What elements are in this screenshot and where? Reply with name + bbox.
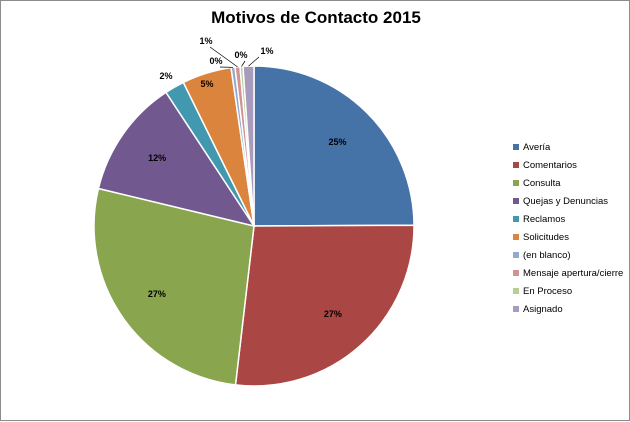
legend-swatch xyxy=(513,198,519,204)
legend-swatch xyxy=(513,162,519,168)
legend-label: (en blanco) xyxy=(523,250,571,261)
legend-label: Reclamos xyxy=(523,214,565,225)
legend-label: Avería xyxy=(523,142,550,153)
legend-label: Asignado xyxy=(523,304,563,315)
pie-slice-comentarios xyxy=(236,225,415,386)
legend-item-quejas-y-denuncias: Quejas y Denuncias xyxy=(513,192,623,210)
legend-swatch xyxy=(513,270,519,276)
legend-swatch xyxy=(513,234,519,240)
slice-label-reclamos: 2% xyxy=(159,71,172,81)
legend-swatch xyxy=(513,144,519,150)
legend-swatch xyxy=(513,288,519,294)
legend-swatch xyxy=(513,306,519,312)
slice-label-solicitudes: 5% xyxy=(200,79,213,89)
slice-label-averia: 25% xyxy=(328,137,346,147)
slice-label-asignado: 1% xyxy=(260,46,273,56)
slice-label-en-blanco: 0% xyxy=(209,56,222,66)
legend-swatch xyxy=(513,216,519,222)
slice-label-en-proceso: 0% xyxy=(234,50,247,60)
legend-item-asignado: Asignado xyxy=(513,300,623,318)
legend-item-consulta: Consulta xyxy=(513,174,623,192)
legend-swatch xyxy=(513,180,519,186)
legend-swatch xyxy=(513,252,519,258)
legend-item-mensaje-apertura-cierre: Mensaje apertura/cierre xyxy=(513,264,623,282)
legend-item-comentarios: Comentarios xyxy=(513,156,623,174)
legend-item-en-proceso: En Proceso xyxy=(513,282,623,300)
legend-label: Mensaje apertura/cierre xyxy=(523,268,623,279)
slice-label-mensaje-apertura-cierre: 1% xyxy=(199,36,212,46)
legend-label: Comentarios xyxy=(523,160,577,171)
legend-label: Solicitudes xyxy=(523,232,569,243)
legend-item-solicitudes: Solicitudes xyxy=(513,228,623,246)
slice-label-comentarios: 27% xyxy=(324,309,342,319)
slice-label-consulta: 27% xyxy=(148,289,166,299)
legend-item-reclamos: Reclamos xyxy=(513,210,623,228)
slice-label-quejas-y-denuncias: 12% xyxy=(148,153,166,163)
legend-label: Consulta xyxy=(523,178,561,189)
legend-item-averia: Avería xyxy=(513,138,623,156)
legend: Avería Comentarios Consulta Quejas y Denunc… xyxy=(513,138,623,318)
legend-item-en-blanco: (en blanco) xyxy=(513,246,623,264)
leader-line-asignado xyxy=(249,57,260,66)
legend-label: En Proceso xyxy=(523,286,572,297)
legend-label: Quejas y Denuncias xyxy=(523,196,608,207)
